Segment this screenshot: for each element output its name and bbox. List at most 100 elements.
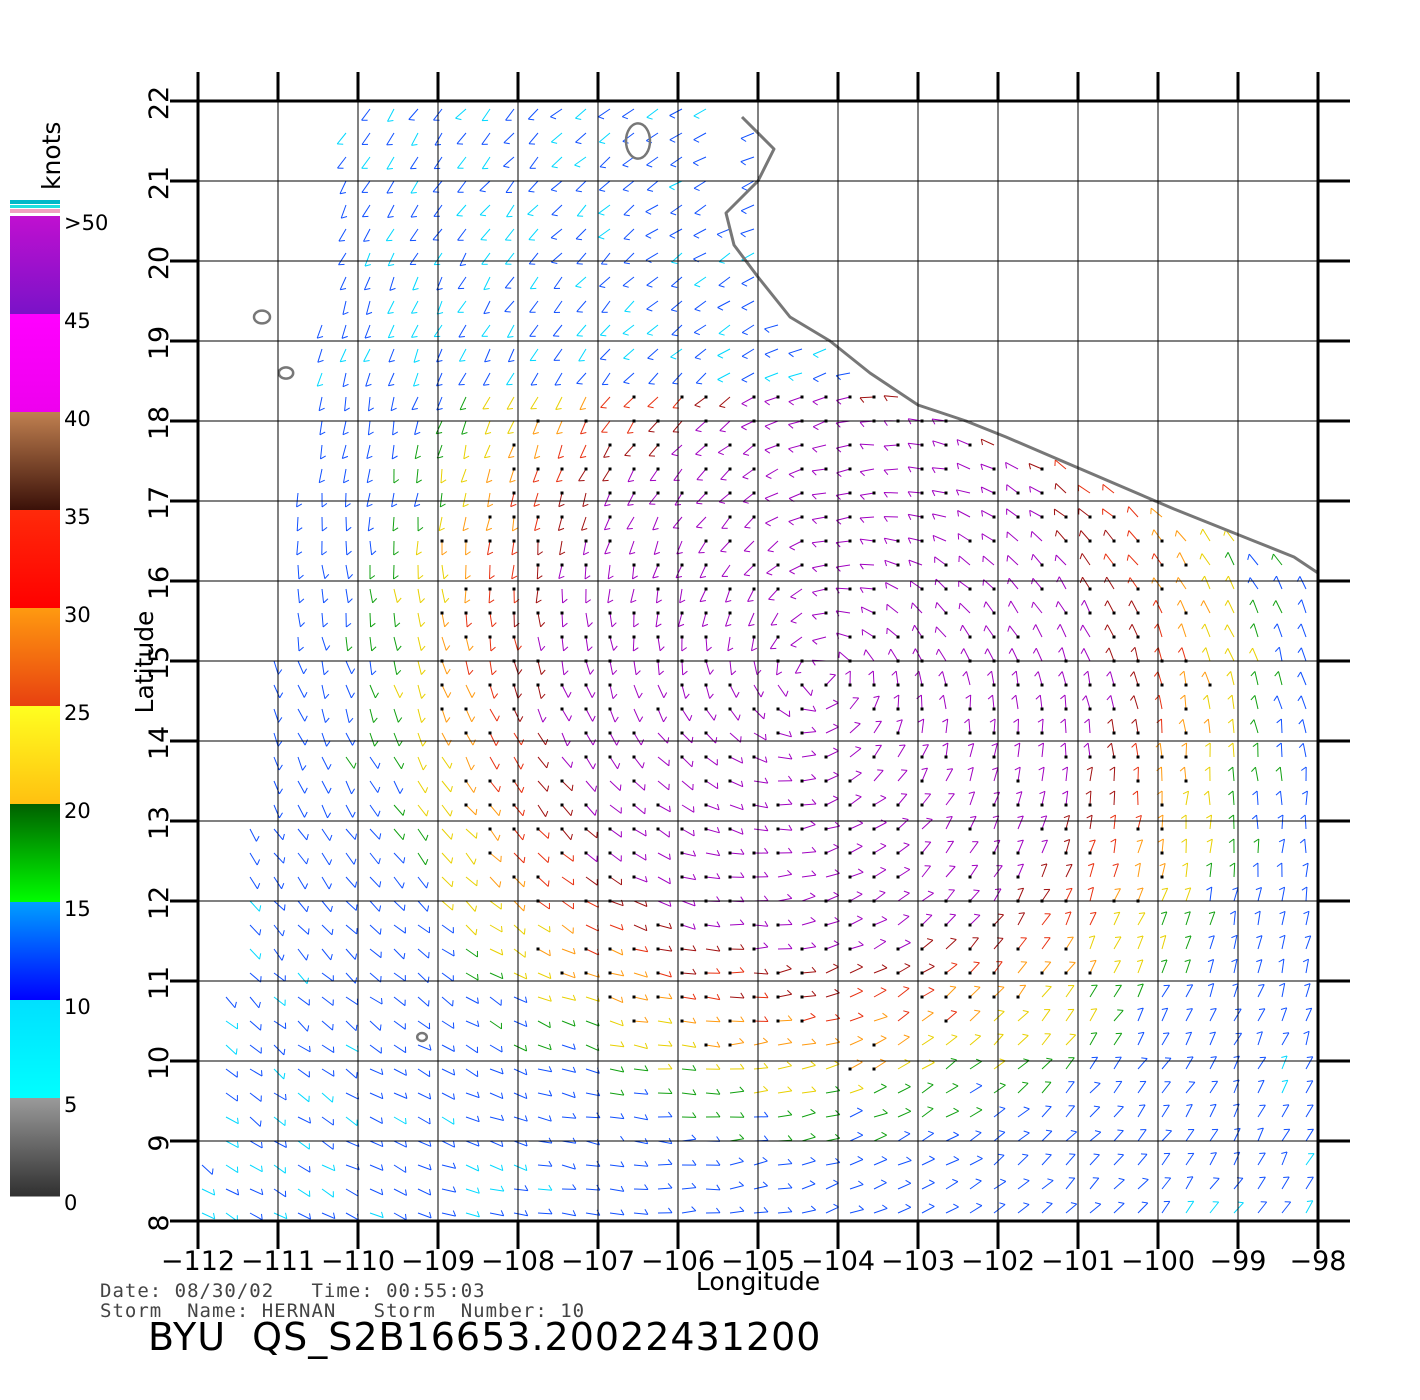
wind-barb — [1041, 863, 1048, 878]
wind-barb — [537, 948, 551, 957]
wind-barb — [599, 276, 611, 287]
wind-barb — [849, 966, 863, 974]
wind-barb — [585, 732, 594, 746]
wind-barb-tick — [1058, 671, 1063, 677]
wind-barb — [296, 540, 299, 555]
wind-barb — [912, 602, 923, 614]
y-axis-label: Latitude — [130, 611, 159, 714]
island-outline — [624, 122, 652, 160]
wind-barb-tick — [1229, 862, 1235, 867]
wind-barb — [633, 660, 637, 675]
wind-barb — [705, 732, 717, 744]
wind-barb-tick — [949, 913, 956, 916]
wind-barb — [1137, 1129, 1147, 1142]
wind-barb — [316, 372, 323, 387]
wind-barb — [860, 492, 875, 496]
wind-barb-tick — [366, 311, 373, 315]
wind-barb-tick — [327, 812, 332, 819]
wind-barb — [529, 156, 539, 169]
wind-barb-tick — [810, 1133, 816, 1138]
wind-barb-tick — [525, 1092, 528, 1099]
wind-barb — [825, 966, 839, 974]
wind-barb-tick — [646, 308, 653, 312]
wind-barb-tick — [594, 785, 597, 792]
wind-barb — [1135, 719, 1139, 734]
wind-barb — [296, 492, 299, 507]
wind-barb — [225, 1092, 238, 1102]
wind-barb — [1113, 1130, 1124, 1142]
wind-barb-tick — [1031, 601, 1034, 608]
wind-barb-tick — [789, 570, 795, 575]
wind-barb — [633, 780, 645, 791]
wind-barb — [1065, 767, 1068, 782]
wind-barb-tick — [858, 1205, 864, 1210]
wind-barb-tick — [764, 1111, 769, 1117]
wind-barb — [1065, 1105, 1075, 1118]
rain-flag — [752, 803, 756, 807]
wind-barb — [859, 516, 875, 519]
wind-barb-tick — [465, 575, 471, 580]
wind-barb-tick — [573, 947, 576, 955]
wind-barb — [561, 996, 576, 1001]
wind-barb-tick — [410, 216, 417, 218]
wind-barb — [718, 492, 731, 503]
legend-band — [10, 412, 60, 511]
wind-barb-tick — [584, 575, 591, 580]
wind-barb — [507, 420, 515, 434]
wind-barb-tick — [1083, 742, 1089, 748]
wind-barb — [681, 996, 696, 1000]
wind-barb — [1089, 960, 1097, 974]
wind-barb-tick — [788, 775, 793, 782]
wind-barb-tick — [621, 949, 624, 956]
wind-barb — [693, 252, 707, 260]
wind-barb — [343, 468, 347, 483]
wind-barb-tick — [444, 597, 450, 604]
wind-barb — [339, 180, 347, 194]
wind-barb — [694, 276, 707, 286]
wind-barb-tick — [540, 693, 546, 699]
wind-barb — [1305, 1031, 1310, 1046]
wind-barb — [584, 564, 587, 580]
wind-barb-tick — [668, 922, 672, 929]
wind-barb-tick — [580, 456, 587, 459]
rain-flag — [512, 443, 516, 447]
wind-barb-tick — [417, 526, 424, 532]
wind-barb-tick — [999, 1202, 1006, 1205]
rain-flag — [704, 803, 708, 807]
wind-barb — [849, 990, 863, 998]
wind-barb-tick — [420, 598, 425, 604]
wind-barb — [537, 1068, 552, 1073]
wind-barb — [705, 660, 711, 675]
wind-barb-tick — [525, 972, 528, 979]
rain-flag — [1112, 515, 1116, 519]
wind-barb-tick — [931, 513, 936, 520]
wind-barb-tick — [696, 479, 703, 481]
wind-barb-tick — [576, 335, 583, 337]
rain-flag — [824, 395, 828, 399]
wind-barb — [1064, 718, 1067, 734]
wind-barb — [481, 132, 491, 145]
wind-barb — [489, 780, 500, 793]
wind-barb — [387, 204, 395, 218]
wind-barb-tick — [355, 1024, 358, 1031]
wind-barb — [633, 1020, 649, 1023]
wind-barb — [345, 924, 358, 935]
wind-barb — [393, 660, 398, 675]
wind-barb — [993, 914, 1004, 926]
lat-tick-label: 21 — [144, 166, 175, 200]
wind-barb — [561, 1212, 576, 1217]
wind-barb — [993, 1084, 1006, 1094]
wind-barb — [555, 396, 563, 410]
wind-barb-tick — [950, 1058, 957, 1061]
wind-barb-tick — [928, 1203, 935, 1207]
wind-barb-tick — [429, 1093, 432, 1100]
wind-barb-tick — [740, 1016, 745, 1022]
wind-barb — [670, 300, 683, 311]
wind-barb — [537, 1212, 553, 1215]
wind-barb-tick — [585, 599, 591, 604]
wind-barb-tick — [645, 924, 648, 931]
wind-barb — [1227, 600, 1235, 614]
rain-flag — [632, 563, 636, 567]
wind-barb-tick — [692, 968, 697, 975]
wind-barb — [921, 1036, 934, 1046]
